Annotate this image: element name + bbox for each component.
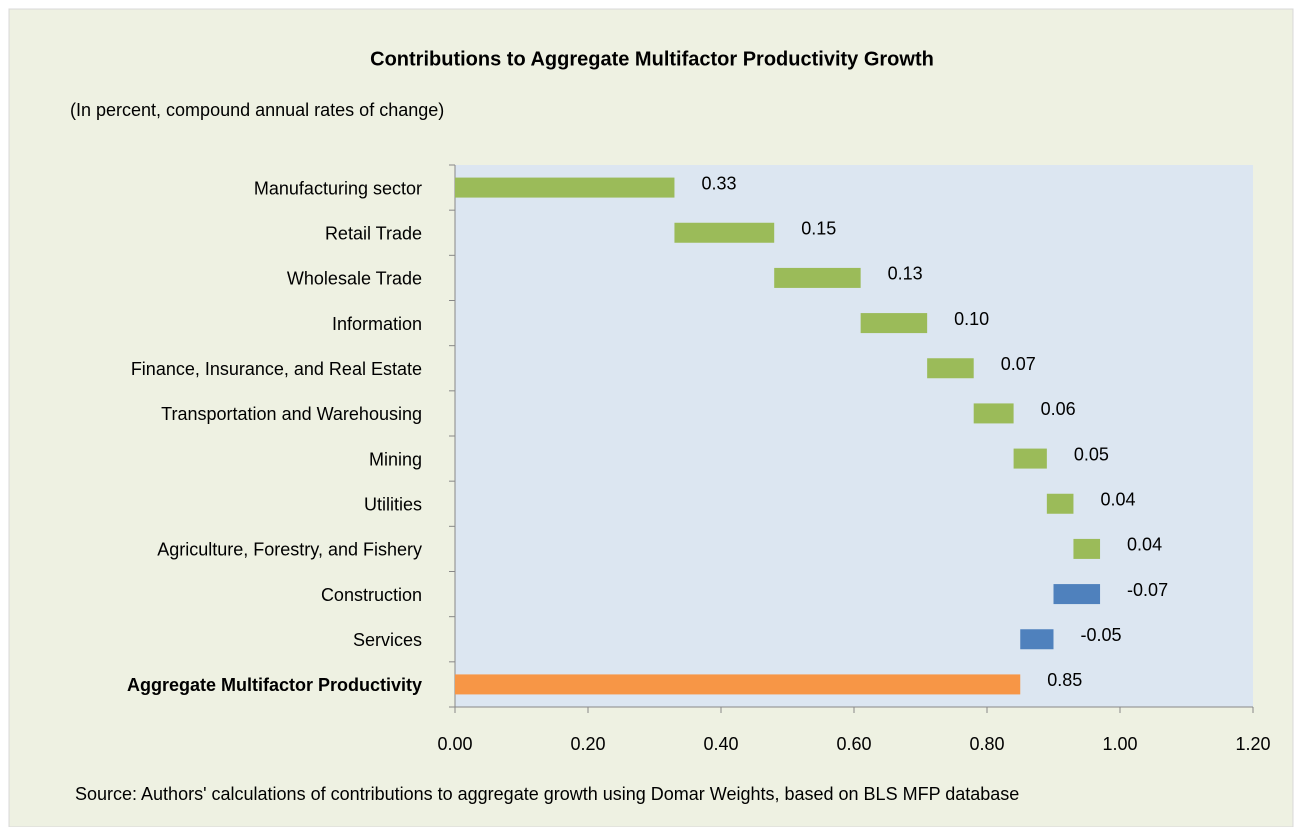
y-tick-label: Services	[353, 630, 422, 650]
y-tick-label: Agriculture, Forestry, and Fishery	[157, 540, 422, 560]
bar	[1073, 538, 1101, 559]
y-tick-label: Finance, Insurance, and Real Estate	[131, 359, 422, 379]
subtitle: (In percent, compound annual rates of ch…	[70, 100, 444, 120]
y-tick-label: Retail Trade	[325, 224, 422, 244]
bar	[455, 177, 675, 198]
chart-title: Contributions to Aggregate Multifactor P…	[370, 48, 934, 70]
data-label: 0.15	[801, 219, 836, 239]
x-tick-label: 0.60	[836, 734, 871, 754]
data-label: 0.06	[1041, 399, 1076, 419]
data-label: 0.04	[1100, 490, 1135, 510]
source-note: Source: Authors' calculations of contrib…	[75, 784, 1019, 804]
x-tick-label: 0.20	[570, 734, 605, 754]
y-tick-label: Construction	[321, 585, 422, 605]
data-label: -0.07	[1127, 580, 1168, 600]
y-tick-label: Aggregate Multifactor Productivity	[127, 675, 422, 695]
plot-area	[455, 165, 1253, 707]
x-tick-label: 0.80	[969, 734, 1004, 754]
data-label: 0.05	[1074, 444, 1109, 464]
bar	[860, 313, 928, 334]
x-tick-label: 0.00	[437, 734, 472, 754]
bar	[973, 403, 1014, 424]
data-label: 0.85	[1047, 670, 1082, 690]
bar	[1013, 448, 1047, 469]
y-tick-label: Utilities	[364, 495, 422, 515]
bar	[1020, 629, 1054, 650]
x-tick-label: 1.00	[1102, 734, 1137, 754]
x-tick-label: 0.40	[703, 734, 738, 754]
bar	[927, 358, 974, 379]
bar	[455, 674, 1021, 695]
data-label: 0.33	[701, 173, 736, 193]
data-label: -0.05	[1081, 625, 1122, 645]
data-label: 0.13	[888, 264, 923, 284]
y-tick-label: Mining	[369, 449, 422, 469]
bar	[1053, 584, 1101, 605]
y-tick-label: Transportation and Warehousing	[161, 404, 422, 424]
y-tick-label: Information	[332, 314, 422, 334]
x-tick-label: 1.20	[1235, 734, 1270, 754]
y-tick-label: Manufacturing sector	[254, 178, 422, 198]
bar	[674, 222, 775, 243]
bar	[1046, 493, 1074, 514]
data-label: 0.07	[1001, 354, 1036, 374]
data-label: 0.10	[954, 309, 989, 329]
data-label: 0.04	[1127, 535, 1162, 555]
y-tick-label: Wholesale Trade	[287, 269, 422, 289]
bar	[774, 267, 861, 288]
